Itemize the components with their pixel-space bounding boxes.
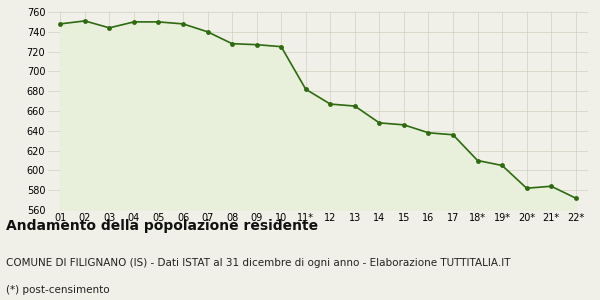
Text: (*) post-censimento: (*) post-censimento	[6, 285, 110, 295]
Text: COMUNE DI FILIGNANO (IS) - Dati ISTAT al 31 dicembre di ogni anno - Elaborazione: COMUNE DI FILIGNANO (IS) - Dati ISTAT al…	[6, 258, 511, 268]
Text: Andamento della popolazione residente: Andamento della popolazione residente	[6, 219, 318, 233]
